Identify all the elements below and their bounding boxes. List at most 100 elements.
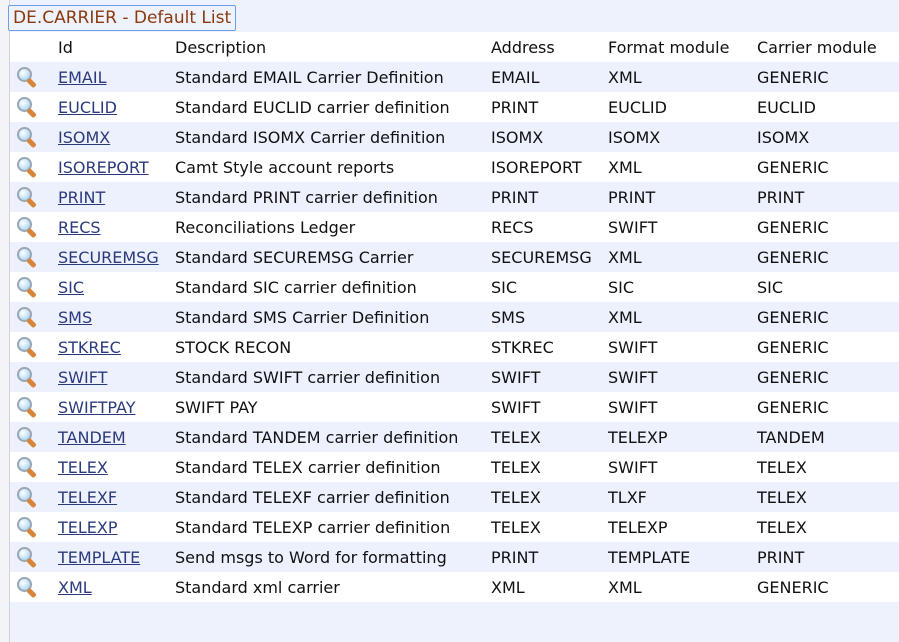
magnifier-icon[interactable] <box>16 66 38 89</box>
magnifier-icon[interactable] <box>16 276 38 299</box>
description-cell: Standard EUCLID carrier definition <box>175 97 450 117</box>
id-cell: SIC <box>58 272 175 302</box>
magnifier-icon[interactable] <box>16 336 38 359</box>
id-link[interactable]: SWIFT <box>58 367 108 387</box>
description-cell: Standard SMS Carrier Definition <box>175 307 430 327</box>
carrier-module-cell: GENERIC <box>757 247 829 267</box>
magnifier-icon[interactable] <box>16 306 38 329</box>
id-link[interactable]: ISOMX <box>58 127 111 147</box>
address-cell: SECUREMSG <box>491 247 592 267</box>
id-link[interactable]: TELEX <box>58 457 108 477</box>
carrier-module-cell: TELEX <box>757 517 807 537</box>
carrier-module-cell: GENERIC <box>757 577 829 597</box>
magnifier-icon[interactable] <box>16 456 38 479</box>
view-cell <box>10 332 58 362</box>
table-row: TELEXP Standard TELEXP carrier definition… <box>10 512 899 542</box>
id-link[interactable]: TELEXF <box>58 487 118 507</box>
id-cell: STKREC <box>58 332 175 362</box>
header-address[interactable]: Address <box>491 37 555 57</box>
magnifier-icon[interactable] <box>16 576 38 599</box>
description-cell: Send msgs to Word for formatting <box>175 547 447 567</box>
id-link[interactable]: XML <box>58 577 92 597</box>
table-row: PRINT Standard PRINT carrier definition PR… <box>10 182 899 212</box>
description-cell: Standard PRINT carrier definition <box>175 187 438 207</box>
table-row: TELEX Standard TELEX carrier definition TE… <box>10 452 899 482</box>
address-cell: TELEX <box>491 427 541 447</box>
format-module-cell: SWIFT <box>608 457 658 477</box>
id-link[interactable]: ISOREPORT <box>58 157 149 177</box>
id-link[interactable]: TELEXP <box>58 517 118 537</box>
view-cell <box>10 362 58 392</box>
view-cell <box>10 272 58 302</box>
magnifier-icon[interactable] <box>16 516 38 539</box>
table-row: SIC Standard SIC carrier definition SIC SIC… <box>10 272 899 302</box>
id-link[interactable]: EUCLID <box>58 97 117 117</box>
id-cell: XML <box>58 572 175 602</box>
id-cell: EUCLID <box>58 92 175 122</box>
carrier-module-cell: PRINT <box>757 547 805 567</box>
format-module-cell: TLXF <box>608 487 647 507</box>
view-cell <box>10 422 58 452</box>
id-cell: EMAIL <box>58 62 175 92</box>
id-cell: TEMPLATE <box>58 542 175 572</box>
id-cell: SWIFTPAY <box>58 392 175 422</box>
magnifier-icon[interactable] <box>16 486 38 509</box>
description-cell: Standard SIC carrier definition <box>175 277 417 297</box>
header-id[interactable]: Id <box>58 37 73 57</box>
magnifier-icon[interactable] <box>16 96 38 119</box>
id-cell: SMS <box>58 302 175 332</box>
magnifier-icon[interactable] <box>16 156 38 179</box>
id-link[interactable]: RECS <box>58 217 101 237</box>
address-cell: PRINT <box>491 547 539 567</box>
id-link[interactable]: SMS <box>58 307 93 327</box>
table-row: STKREC STOCK RECON STKREC SWIFT GENERIC <box>10 332 899 362</box>
id-cell: PRINT <box>58 182 175 212</box>
format-module-cell: XML <box>608 307 642 327</box>
description-cell: Reconciliations Ledger <box>175 217 356 237</box>
view-cell <box>10 572 58 602</box>
view-cell <box>10 92 58 122</box>
carrier-module-cell: GENERIC <box>757 67 829 87</box>
id-link[interactable]: EMAIL <box>58 67 107 87</box>
address-cell: ISOMX <box>491 127 544 147</box>
id-link[interactable]: SWIFTPAY <box>58 397 136 417</box>
address-cell: TELEX <box>491 517 541 537</box>
header-view <box>10 32 58 62</box>
format-module-cell: SWIFT <box>608 397 658 417</box>
magnifier-icon[interactable] <box>16 246 38 269</box>
id-link[interactable]: TEMPLATE <box>58 547 141 567</box>
id-link[interactable]: TANDEM <box>58 427 126 447</box>
id-link[interactable]: SECUREMSG <box>58 247 159 267</box>
address-cell: RECS <box>491 217 534 237</box>
address-cell: PRINT <box>491 187 539 207</box>
table-row: EUCLID Standard EUCLID carrier definition… <box>10 92 899 122</box>
description-cell: Standard xml carrier <box>175 577 340 597</box>
carrier-module-cell: TELEX <box>757 487 807 507</box>
id-cell: SECUREMSG <box>58 242 175 272</box>
header-carrier-module[interactable]: Carrier module <box>757 37 877 57</box>
id-cell: SWIFT <box>58 362 175 392</box>
table-row: EMAIL Standard EMAIL Carrier Definition EM… <box>10 62 899 92</box>
magnifier-icon[interactable] <box>16 216 38 239</box>
magnifier-icon[interactable] <box>16 186 38 209</box>
magnifier-icon[interactable] <box>16 126 38 149</box>
view-cell <box>10 512 58 542</box>
view-cell <box>10 122 58 152</box>
id-link[interactable]: SIC <box>58 277 85 297</box>
list-title: DE.CARRIER - Default List <box>8 5 237 31</box>
format-module-cell: EUCLID <box>608 97 667 117</box>
id-link[interactable]: STKREC <box>58 337 121 357</box>
carrier-module-cell: GENERIC <box>757 337 829 357</box>
magnifier-icon[interactable] <box>16 426 38 449</box>
header-description[interactable]: Description <box>175 37 267 57</box>
magnifier-icon[interactable] <box>16 366 38 389</box>
format-module-cell: SWIFT <box>608 337 658 357</box>
header-format-module[interactable]: Format module <box>608 37 730 57</box>
table-row: XML Standard xml carrier XML XML GENERIC <box>10 572 899 602</box>
id-link[interactable]: PRINT <box>58 187 106 207</box>
format-module-cell: TELEXP <box>608 427 668 447</box>
address-cell: PRINT <box>491 97 539 117</box>
magnifier-icon[interactable] <box>16 546 38 569</box>
magnifier-icon[interactable] <box>16 396 38 419</box>
format-module-cell: XML <box>608 157 642 177</box>
